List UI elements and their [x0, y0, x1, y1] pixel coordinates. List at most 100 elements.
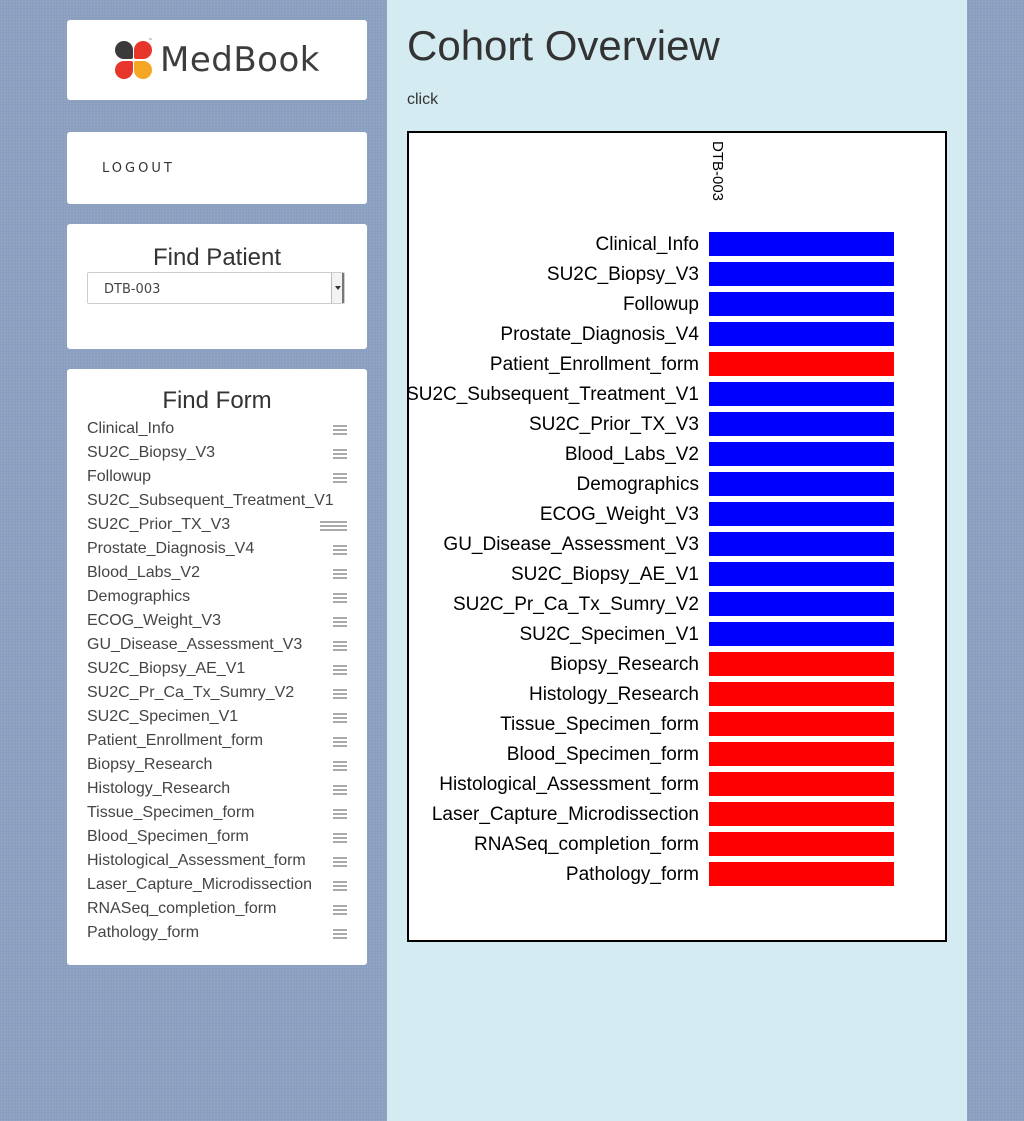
- drag-handle-icon[interactable]: [333, 857, 347, 867]
- heatmap-cell-missing[interactable]: [709, 682, 894, 706]
- form-list-item-label: Biopsy_Research: [87, 756, 213, 773]
- form-list-item-label: Demographics: [87, 588, 191, 605]
- click-hint[interactable]: click: [407, 91, 439, 108]
- form-list-item-label: SU2C_Biopsy_AE_V1: [87, 660, 246, 677]
- heatmap-cell-missing[interactable]: [709, 772, 894, 796]
- heatmap-cell-present[interactable]: [709, 442, 894, 466]
- drag-handle-icon[interactable]: [333, 617, 347, 627]
- form-list-item-label: Histology_Research: [87, 780, 231, 797]
- heatmap-cell-missing[interactable]: [709, 652, 894, 676]
- row-label: Followup: [623, 294, 699, 315]
- form-list-item[interactable]: GU_Disease_Assessment_V3: [87, 633, 347, 657]
- drag-handle-icon[interactable]: [333, 689, 347, 699]
- form-list-item[interactable]: SU2C_Prior_TX_V3: [87, 513, 347, 537]
- form-list-item[interactable]: Prostate_Diagnosis_V4: [87, 537, 347, 561]
- heatmap-cell-present[interactable]: [709, 292, 894, 316]
- row-label: Clinical_Info: [596, 234, 700, 255]
- drag-handle-icon[interactable]: [333, 881, 347, 891]
- drag-handle-icon[interactable]: [333, 641, 347, 651]
- row-label: RNASeq_completion_form: [474, 834, 699, 855]
- heatmap-cell-missing[interactable]: [709, 352, 894, 376]
- heatmap-cell-missing[interactable]: [709, 742, 894, 766]
- heatmap-cell-present[interactable]: [709, 472, 894, 496]
- drag-handle-icon[interactable]: [333, 569, 347, 579]
- column-label: DTB-003: [709, 141, 726, 201]
- drag-handle-icon[interactable]: [333, 545, 347, 555]
- trademark-symbol: ™: [148, 38, 154, 44]
- drag-handle-icon[interactable]: [333, 473, 347, 483]
- row-label: Blood_Labs_V2: [565, 444, 699, 465]
- form-list-item[interactable]: Histology_Research: [87, 777, 347, 801]
- logo-panel: ™ MedBook: [67, 20, 367, 100]
- form-list-item[interactable]: Clinical_Info: [87, 417, 347, 441]
- heatmap-cell-present[interactable]: [709, 622, 894, 646]
- heatmap-cell-present[interactable]: [709, 412, 894, 436]
- drag-handle-icon[interactable]: [320, 521, 347, 531]
- form-list-item[interactable]: Laser_Capture_Microdissection: [87, 873, 347, 897]
- drag-handle-icon[interactable]: [333, 737, 347, 747]
- row-label: SU2C_Biopsy_AE_V1: [511, 564, 699, 585]
- form-list-item[interactable]: SU2C_Biopsy_AE_V1: [87, 657, 347, 681]
- form-list-item-label: RNASeq_completion_form: [87, 900, 277, 917]
- row-label: Patient_Enrollment_form: [490, 354, 699, 375]
- logout-button[interactable]: LOGOUT: [102, 161, 175, 176]
- form-list-item-label: Blood_Labs_V2: [87, 564, 200, 581]
- form-list-item-label: Blood_Specimen_form: [87, 828, 249, 845]
- drag-handle-icon[interactable]: [333, 665, 347, 675]
- page-title: Cohort Overview: [407, 22, 720, 69]
- form-list-item[interactable]: Histological_Assessment_form: [87, 849, 347, 873]
- form-list-item[interactable]: SU2C_Specimen_V1: [87, 705, 347, 729]
- heatmap-cell-present[interactable]: [709, 592, 894, 616]
- drag-handle-icon[interactable]: [333, 833, 347, 843]
- form-list-item[interactable]: SU2C_Biopsy_V3: [87, 441, 347, 465]
- heatmap-cell-missing[interactable]: [709, 832, 894, 856]
- chevron-down-icon[interactable]: [331, 273, 344, 303]
- form-list-item[interactable]: Pathology_form: [87, 921, 347, 945]
- form-list-item[interactable]: Blood_Labs_V2: [87, 561, 347, 585]
- form-list-item[interactable]: RNASeq_completion_form: [87, 897, 347, 921]
- form-list-item[interactable]: ECOG_Weight_V3: [87, 609, 347, 633]
- drag-handle-icon[interactable]: [333, 929, 347, 939]
- row-label: Demographics: [577, 474, 700, 495]
- cohort-chart[interactable]: DTB-003 Clinical_Info SU2C_Biopsy_V3 Follow…: [407, 131, 947, 942]
- form-list-item[interactable]: Demographics: [87, 585, 347, 609]
- drag-handle-icon[interactable]: [333, 449, 347, 459]
- form-list-item[interactable]: Patient_Enrollment_form: [87, 729, 347, 753]
- form-list-item[interactable]: Followup: [87, 465, 347, 489]
- drag-handle-icon[interactable]: [333, 425, 347, 435]
- form-list-item-label: GU_Disease_Assessment_V3: [87, 636, 303, 653]
- row-label: Blood_Specimen_form: [507, 744, 699, 765]
- form-list-item[interactable]: SU2C_Pr_Ca_Tx_Sumry_V2: [87, 681, 347, 705]
- heatmap-cell-present[interactable]: [709, 262, 894, 286]
- drag-handle-icon[interactable]: [333, 593, 347, 603]
- form-list: Clinical_Info SU2C_Biopsy_V3 Followup SU2C_…: [87, 417, 347, 945]
- heatmap-cell-missing[interactable]: [709, 802, 894, 826]
- medbook-logo[interactable]: ™ MedBook: [114, 38, 320, 80]
- heatmap-cell-present[interactable]: [709, 232, 894, 256]
- patient-select-value: DTB-003: [104, 282, 161, 297]
- heatmap-cell-present[interactable]: [709, 532, 894, 556]
- row-label: Tissue_Specimen_form: [500, 714, 699, 735]
- heatmap-cell-present[interactable]: [709, 562, 894, 586]
- drag-handle-icon[interactable]: [333, 761, 347, 771]
- form-list-item[interactable]: SU2C_Subsequent_Treatment_V1: [87, 489, 347, 513]
- drag-handle-icon[interactable]: [333, 809, 347, 819]
- form-list-item[interactable]: Biopsy_Research: [87, 753, 347, 777]
- drag-handle-icon[interactable]: [333, 713, 347, 723]
- heatmap-cell-present[interactable]: [709, 382, 894, 406]
- row-label: SU2C_Specimen_V1: [519, 624, 699, 645]
- heatmap-cell-missing[interactable]: [709, 712, 894, 736]
- drag-handle-icon[interactable]: [333, 785, 347, 795]
- heatmap-cell-present[interactable]: [709, 322, 894, 346]
- logout-panel: LOGOUT: [67, 132, 367, 204]
- form-list-item-label: Patient_Enrollment_form: [87, 732, 264, 749]
- form-list-item-label: SU2C_Specimen_V1: [87, 708, 239, 725]
- form-list-item[interactable]: Blood_Specimen_form: [87, 825, 347, 849]
- patient-select[interactable]: DTB-003: [87, 272, 345, 304]
- drag-handle-icon[interactable]: [333, 905, 347, 915]
- heatmap-cell-missing[interactable]: [709, 862, 894, 886]
- heatmap-cell-present[interactable]: [709, 502, 894, 526]
- form-list-item[interactable]: Tissue_Specimen_form: [87, 801, 347, 825]
- row-label: SU2C_Subsequent_Treatment_V1: [409, 384, 699, 405]
- row-label: Pathology_form: [566, 864, 699, 885]
